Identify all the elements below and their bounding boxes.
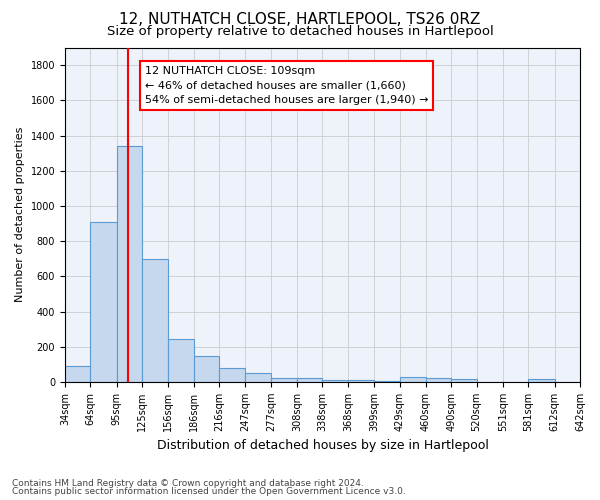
Bar xyxy=(529,380,554,382)
Bar xyxy=(322,380,348,382)
Bar xyxy=(168,339,194,382)
Bar xyxy=(194,356,219,382)
Text: 12, NUTHATCH CLOSE, HARTLEPOOL, TS26 0RZ: 12, NUTHATCH CLOSE, HARTLEPOOL, TS26 0RZ xyxy=(119,12,481,28)
Bar xyxy=(91,222,116,382)
Bar xyxy=(426,378,451,382)
Bar xyxy=(348,380,374,382)
X-axis label: Distribution of detached houses by size in Hartlepool: Distribution of detached houses by size … xyxy=(157,440,488,452)
Text: Contains HM Land Registry data © Crown copyright and database right 2024.: Contains HM Land Registry data © Crown c… xyxy=(12,478,364,488)
Bar xyxy=(271,378,297,382)
Bar xyxy=(142,258,168,382)
Bar xyxy=(400,376,426,382)
Bar xyxy=(116,146,142,382)
Y-axis label: Number of detached properties: Number of detached properties xyxy=(15,127,25,302)
Text: 12 NUTHATCH CLOSE: 109sqm
← 46% of detached houses are smaller (1,660)
54% of se: 12 NUTHATCH CLOSE: 109sqm ← 46% of detac… xyxy=(145,66,428,104)
Bar xyxy=(374,381,400,382)
Bar xyxy=(65,366,91,382)
Bar xyxy=(219,368,245,382)
Bar xyxy=(451,380,476,382)
Text: Contains public sector information licensed under the Open Government Licence v3: Contains public sector information licen… xyxy=(12,487,406,496)
Bar xyxy=(245,373,271,382)
Bar xyxy=(297,378,322,382)
Text: Size of property relative to detached houses in Hartlepool: Size of property relative to detached ho… xyxy=(107,25,493,38)
